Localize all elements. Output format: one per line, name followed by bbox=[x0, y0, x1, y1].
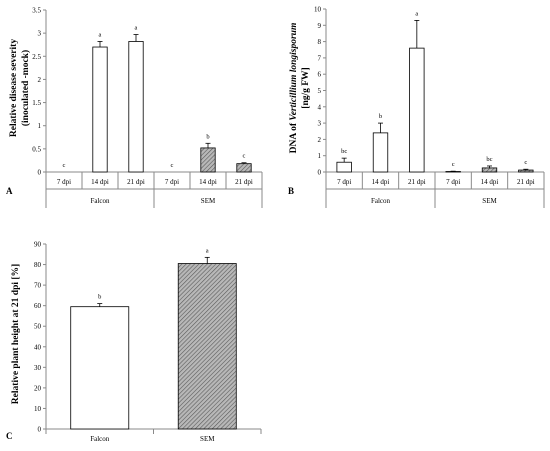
panel-c-plot: 0 10 20 30 40 50 60 70 80 90 b Falcon a SEM bbox=[34, 241, 261, 444]
panel-b-x-tick-label: 21 dpi bbox=[517, 178, 535, 186]
panel-b-bar bbox=[337, 162, 352, 172]
panel-c: C Relative plant height at 21 dpi [%] 0 1… bbox=[6, 241, 261, 444]
panel-c-y-tick-label: 50 bbox=[34, 323, 42, 331]
panel-a: A Relative disease severity (inoculated … bbox=[6, 7, 262, 209]
panel-a-group-label: SEM bbox=[201, 197, 216, 205]
panel-b-significance-letter: c bbox=[452, 161, 455, 168]
panel-b-significance-letter: c bbox=[524, 159, 527, 166]
panel-b-significance-letter: bc bbox=[486, 156, 492, 163]
panel-b-group-label: SEM bbox=[482, 197, 497, 205]
panel-b-y-tick-label: 3 bbox=[318, 120, 322, 128]
panel-a-bar bbox=[201, 148, 215, 172]
panel-c-ylabel: Relative plant height at 21 dpi [%] bbox=[11, 264, 21, 404]
panel-b-y-tick-label: 0 bbox=[318, 169, 322, 177]
panel-b-y-tick-label: 4 bbox=[318, 103, 322, 111]
panel-c-y-tick-label: 20 bbox=[34, 384, 42, 392]
panel-a-label: A bbox=[6, 186, 13, 196]
panel-b-plot: 0 1 2 3 4 5 6 7 8 9 10 bc 7 dpi b 14 dpi a 21 dpi c 7 dpi b… bbox=[314, 6, 544, 209]
panel-c-y-tick-label: 80 bbox=[34, 261, 42, 269]
panel-b-bar bbox=[373, 133, 388, 172]
panel-b-y-tick-label: 1 bbox=[318, 152, 322, 160]
panel-a-x-tick-label: 21 dpi bbox=[127, 178, 145, 186]
panel-c-significance-letter: a bbox=[206, 247, 209, 254]
panel-a-y-tick-label: 2 bbox=[38, 76, 42, 84]
panel-b-bar bbox=[482, 168, 497, 172]
panel-a-significance-letter: a bbox=[135, 25, 138, 32]
panel-c-significance-letter: b bbox=[98, 294, 101, 301]
panel-c-y-tick-label: 40 bbox=[34, 343, 42, 351]
panel-b-ylabel-italic: Verticillium longisporum bbox=[289, 23, 299, 121]
panel-c-y-tick-label: 60 bbox=[34, 302, 42, 310]
panel-b-ylabel-line1: DNA of Verticillium longisporum bbox=[289, 23, 299, 154]
panel-b-bar bbox=[410, 48, 425, 172]
panel-b-significance-letter: a bbox=[415, 10, 418, 17]
panel-b-x-tick-label: 7 dpi bbox=[337, 178, 351, 186]
panel-c-y-tick-label: 70 bbox=[34, 282, 42, 290]
panel-a-significance-letter: a bbox=[99, 31, 102, 38]
panel-a-y-tick-label: 1.5 bbox=[32, 99, 41, 107]
panel-a-bar bbox=[237, 164, 251, 172]
panel-a-ylabel-line1: Relative disease severity bbox=[9, 39, 19, 137]
panel-a-y-tick-label: 3 bbox=[38, 30, 42, 38]
panel-c-bar bbox=[178, 264, 236, 429]
panel-a-x-tick-label: 21 dpi bbox=[235, 178, 253, 186]
panel-c-x-tick-label: SEM bbox=[200, 435, 215, 443]
panel-a-x-tick-label: 14 dpi bbox=[199, 178, 217, 186]
panel-b-y-tick-label: 9 bbox=[318, 22, 322, 30]
panel-b-y-tick-label: 7 bbox=[318, 54, 322, 62]
panel-a-significance-letter: c bbox=[171, 162, 174, 169]
panel-a-significance-letter: c bbox=[243, 153, 246, 160]
panel-b-group-label: Falcon bbox=[371, 197, 391, 205]
panel-a-x-tick-label: 14 dpi bbox=[91, 178, 109, 186]
panel-b-x-tick-label: 21 dpi bbox=[408, 178, 426, 186]
panel-b-ylabel-prefix: DNA of bbox=[289, 121, 299, 154]
panel-a-significance-letter: b bbox=[206, 133, 209, 140]
panel-a-y-tick-label: 1 bbox=[38, 122, 42, 130]
panel-a-plot: 0 0.5 1 1.5 2 2.5 3 3.5 c 7 dpi a 14 dpi a 21 dpi c 7 d… bbox=[32, 7, 262, 209]
panel-b: B DNA of Verticillium longisporum [ng/g … bbox=[288, 6, 544, 209]
panel-a-x-tick-label: 7 dpi bbox=[57, 178, 71, 186]
panel-b-significance-letter: b bbox=[379, 113, 382, 120]
panel-c-y-tick-label: 10 bbox=[34, 405, 42, 413]
panel-a-bar bbox=[93, 47, 107, 172]
panel-c-label: C bbox=[6, 431, 13, 441]
panel-a-bar bbox=[129, 41, 143, 172]
panel-a-significance-letter: c bbox=[63, 162, 66, 169]
panel-c-y-tick-label: 0 bbox=[38, 426, 42, 434]
panel-b-ylabel-line2: [ng/g FW] bbox=[301, 67, 311, 108]
panel-a-x-tick-label: 7 dpi bbox=[165, 178, 179, 186]
panel-a-ylabel-line2: (inoculated -mock) bbox=[20, 50, 31, 126]
panel-b-x-tick-label: 14 dpi bbox=[372, 178, 390, 186]
panel-a-y-tick-label: 2.5 bbox=[32, 53, 41, 61]
panel-b-y-tick-label: 2 bbox=[318, 136, 322, 144]
panel-b-y-tick-label: 10 bbox=[314, 6, 322, 14]
panel-b-x-tick-label: 7 dpi bbox=[446, 178, 460, 186]
panel-b-bar bbox=[519, 170, 534, 172]
panel-a-group-label: Falcon bbox=[90, 197, 110, 205]
panel-b-y-tick-label: 5 bbox=[318, 87, 322, 95]
panel-b-x-tick-label: 14 dpi bbox=[481, 178, 499, 186]
panel-b-y-tick-label: 6 bbox=[318, 71, 322, 79]
panel-c-bar bbox=[71, 307, 129, 429]
panel-c-y-tick-label: 30 bbox=[34, 364, 42, 372]
panel-a-y-tick-label: 0 bbox=[38, 169, 42, 177]
panel-a-y-tick-label: 0.5 bbox=[32, 145, 41, 153]
panel-a-y-tick-label: 3.5 bbox=[32, 7, 41, 15]
panel-b-y-tick-label: 8 bbox=[318, 38, 322, 46]
panel-c-y-tick-label: 90 bbox=[34, 241, 42, 249]
panel-c-x-tick-label: Falcon bbox=[90, 435, 110, 443]
panel-b-significance-letter: bc bbox=[341, 148, 347, 155]
panel-b-label: B bbox=[288, 186, 294, 196]
